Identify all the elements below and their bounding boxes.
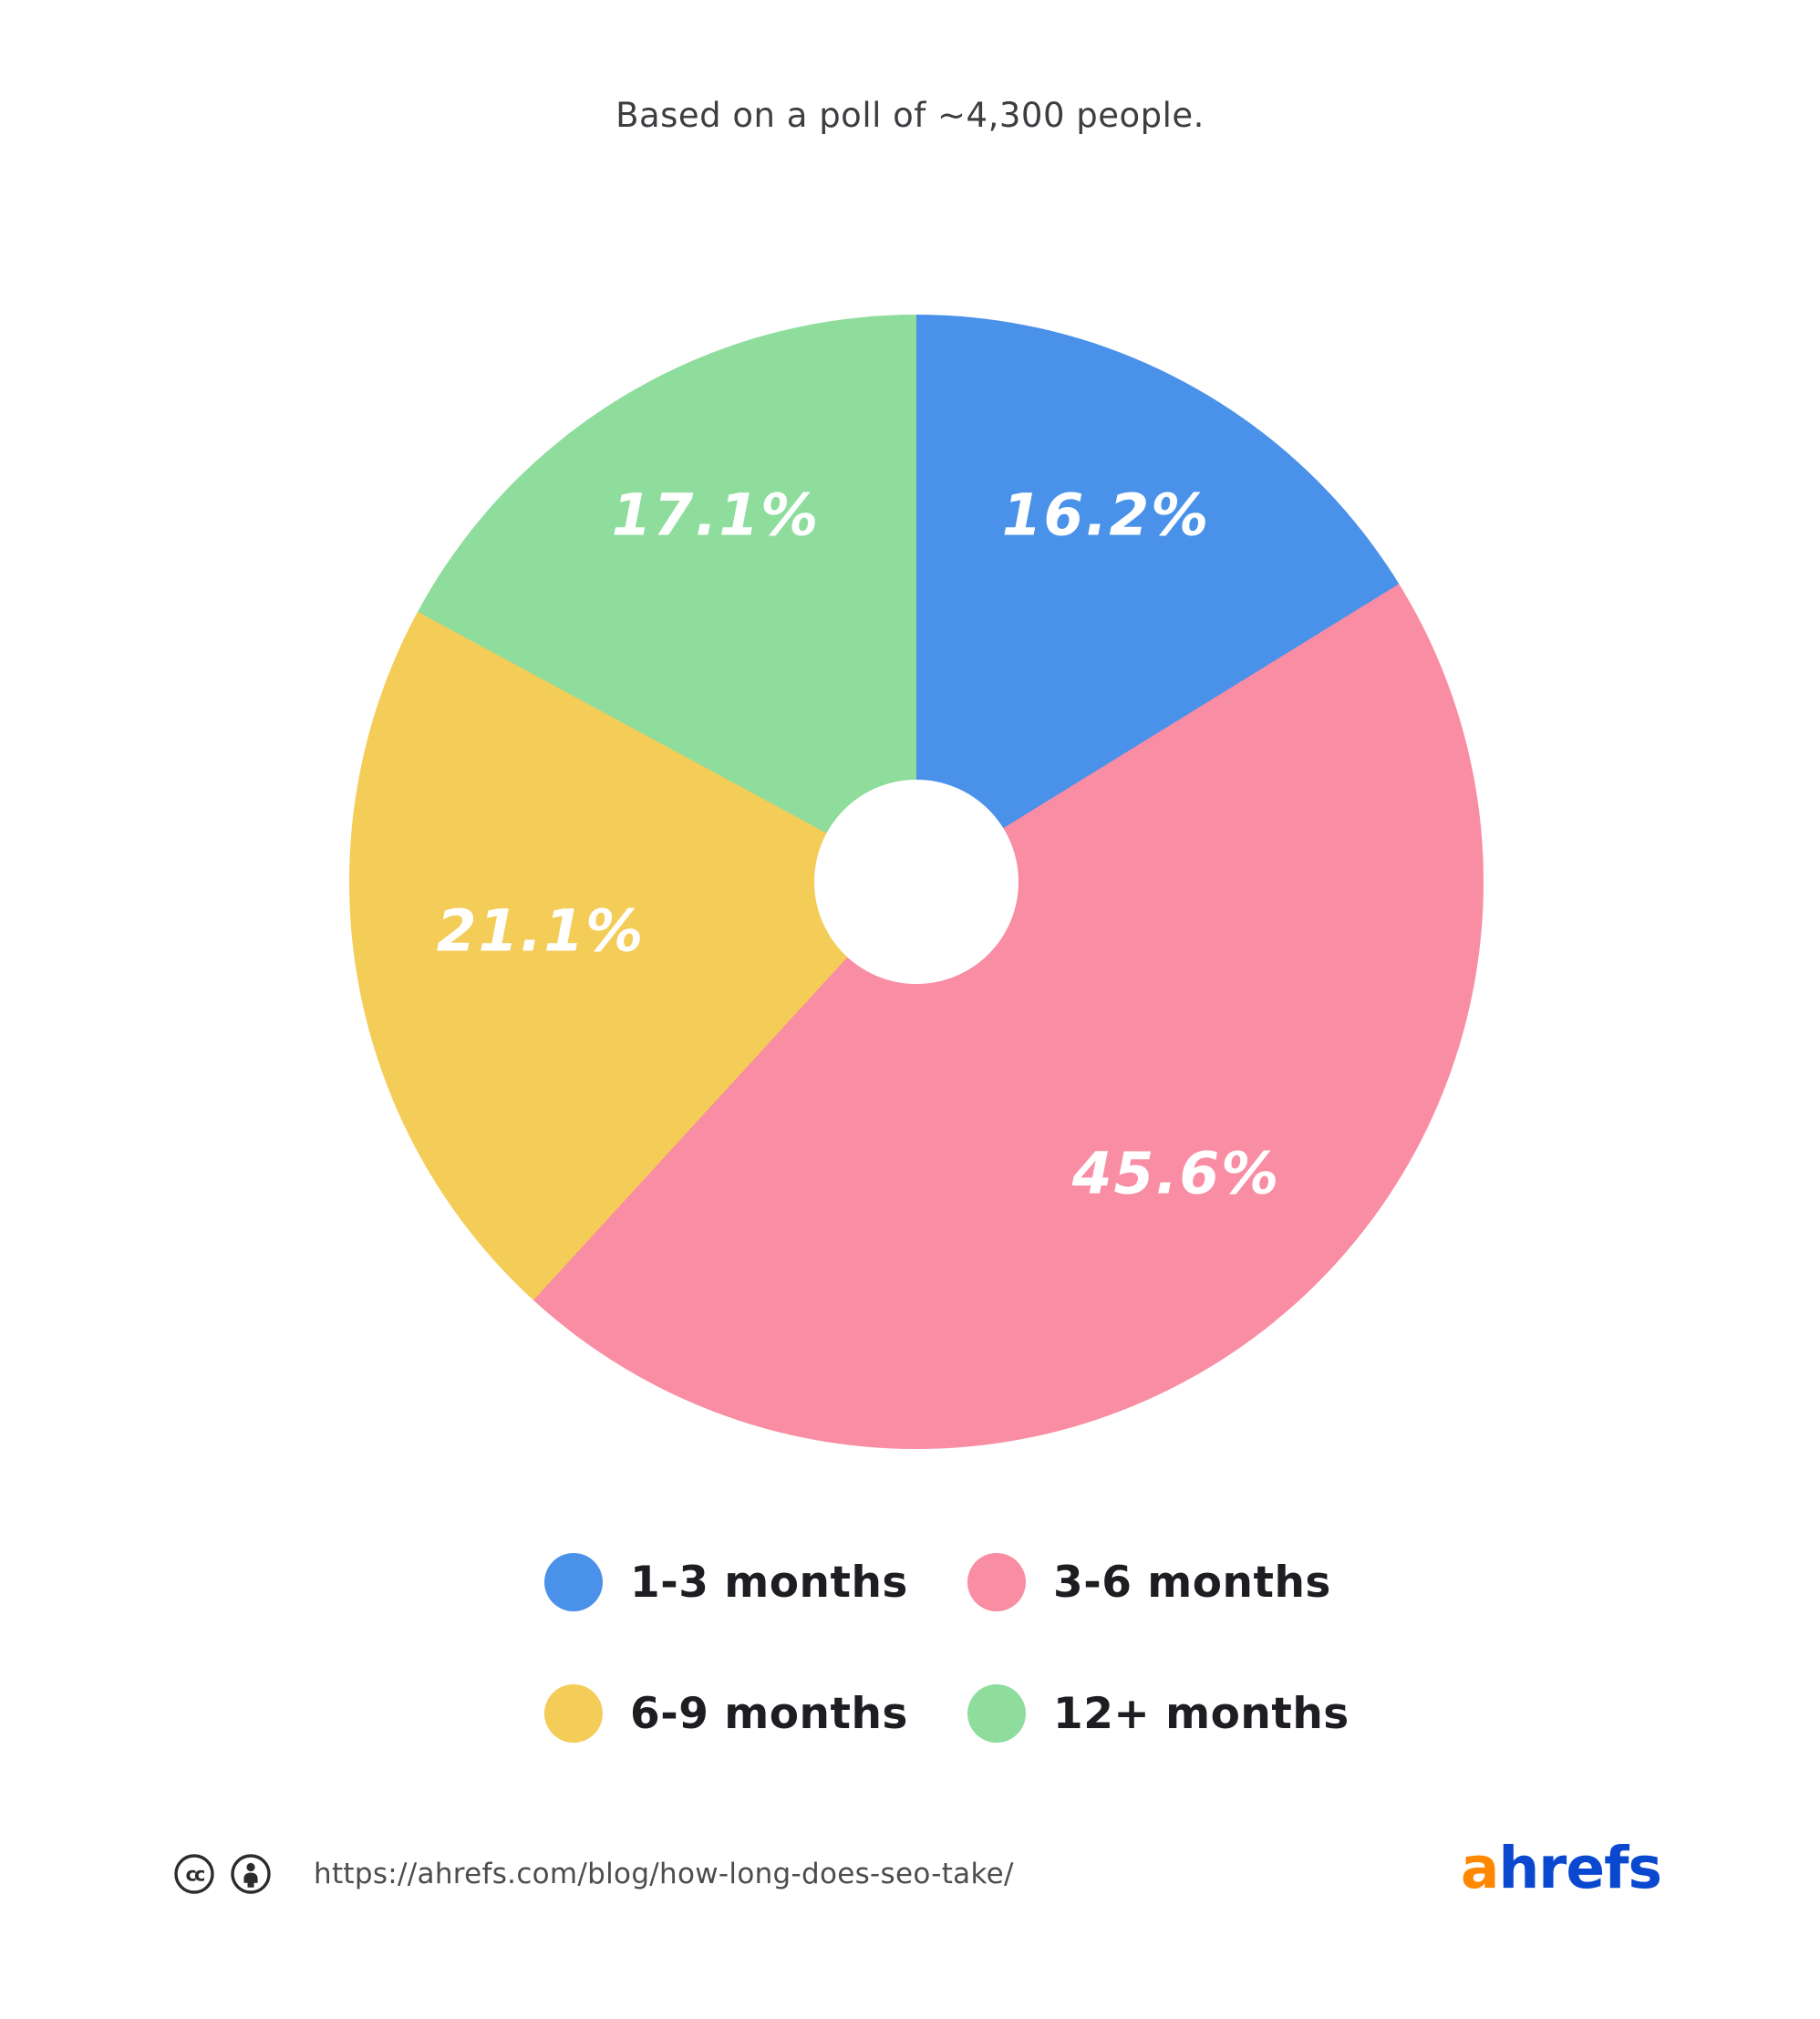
legend-label: 12+ months — [1053, 1688, 1349, 1739]
donut-hole — [814, 780, 1019, 984]
legend-label: 1-3 months — [630, 1557, 908, 1608]
attribution-icon — [231, 1854, 271, 1894]
legend-dot-icon — [544, 1684, 603, 1743]
legend-dot-icon — [544, 1553, 603, 1611]
legend-dot-icon — [967, 1684, 1026, 1743]
legend-label: 3-6 months — [1053, 1557, 1331, 1608]
license-and-source: cc https://ahrefs.com/blog/how-long-does… — [173, 1853, 1014, 1895]
slice-label-1-3-months: 16.2% — [1001, 481, 1211, 549]
slice-label-12-plus-months: 17.1% — [611, 481, 821, 549]
legend-item-12-plus-months: 12+ months — [967, 1682, 1349, 1745]
creative-commons-icon: cc — [174, 1854, 214, 1894]
ahrefs-logo-a: a — [1460, 1835, 1500, 1901]
slice-label-6-9-months: 21.1% — [436, 897, 646, 965]
slice-label-3-6-months: 45.6% — [1071, 1140, 1281, 1207]
legend-dot-icon — [967, 1553, 1026, 1611]
legend-item-3-6-months: 3-6 months — [967, 1551, 1331, 1613]
ahrefs-logo-hrefs: hrefs — [1498, 1835, 1662, 1901]
chart-title: Based on a poll of ~4,300 people. — [615, 96, 1205, 135]
legend-label: 6-9 months — [630, 1688, 908, 1739]
svg-text:cc: cc — [186, 1864, 205, 1886]
legend-item-1-3-months: 1-3 months — [544, 1551, 908, 1613]
ahrefs-logo: ahrefs — [1460, 1835, 1662, 1901]
legend-item-6-9-months: 6-9 months — [544, 1682, 908, 1745]
source-url-link[interactable]: https://ahrefs.com/blog/how-long-does-se… — [314, 1858, 1014, 1890]
